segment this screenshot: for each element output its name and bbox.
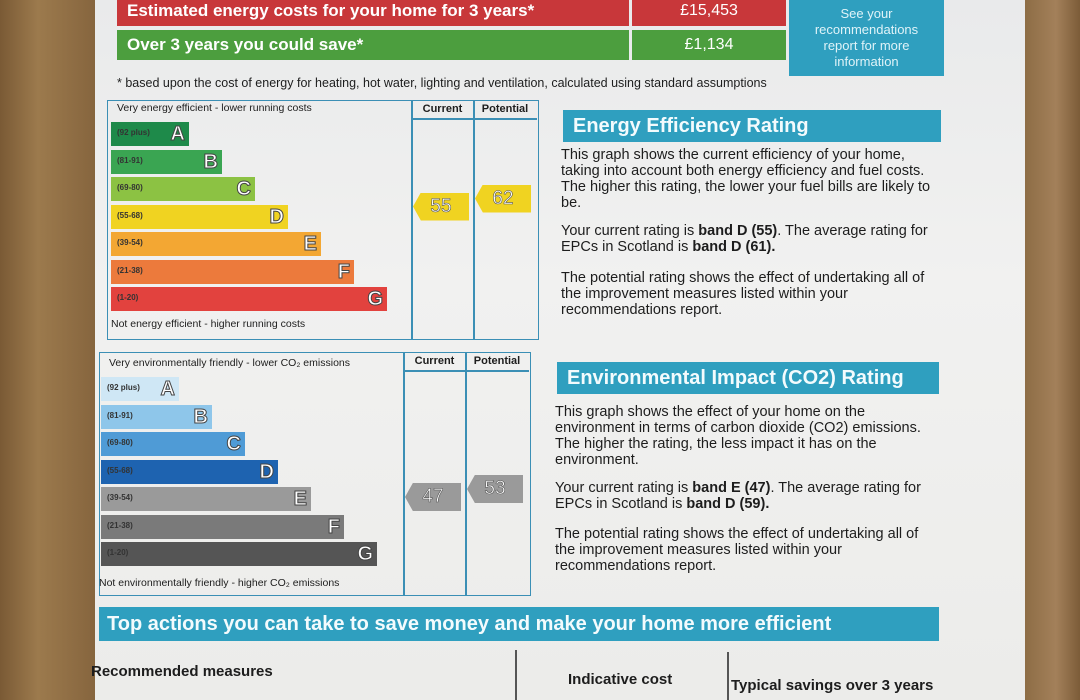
band-e: (39-54) E [111,232,321,256]
env-panel-text-1: This graph shows the effect of your home… [555,404,921,468]
energy-panel-text-1: This graph shows the current efficiency … [561,147,931,211]
band-range: (39-54) [117,238,143,247]
band-letter: F [327,515,340,538]
energy-header-divider [411,118,537,120]
band-f: (21-38) F [101,514,344,539]
energy-potential-rating: 62 [475,184,531,213]
env-potential-rating: 53 [467,475,523,503]
env-current-divider [403,352,405,596]
band-letter: E [293,488,307,511]
energy-current-rating: 55 [413,192,469,221]
energy-potential-divider [473,100,475,340]
band-range: (1-20) [117,293,139,302]
typical-savings-header: Typical savings over 3 years [731,677,934,694]
env-header-divider [403,370,529,372]
see-recommendations-box: See your recommendations report for more… [789,0,944,76]
band-range: (81-91) [107,410,133,420]
environmental-rating-chart [99,352,531,596]
band-letter: D [269,205,284,228]
actions-divider-2 [727,652,729,700]
indicative-cost-header: Indicative cost [568,671,673,688]
band-range: (39-54) [107,493,133,502]
estimated-costs-label: Estimated energy costs for your home for… [117,0,629,26]
wood-background-left [0,0,95,700]
band-range: (69-80) [117,183,143,192]
band-range: (21-38) [107,520,133,530]
band-f: (21-38) F [111,259,354,284]
energy-bottom-note: Not energy efficient - higher running co… [111,318,306,330]
epc-document-page: Estimated energy costs for your home for… [91,0,1025,700]
band-letter: G [357,543,374,566]
band-range: (69-80) [107,438,133,447]
band-range: (1-20) [107,548,129,557]
env-panel-text-3: The potential rating shows the effect of… [555,526,919,574]
env-potential-header: Potential [473,355,521,367]
energy-rating-chart [107,100,539,340]
energy-top-note: Very energy efficient - lower running co… [117,102,312,114]
band-c: (69-80) C [111,177,255,201]
band-e: (39-54) E [101,487,311,511]
top-actions-title: Top actions you can take to save money a… [99,607,939,641]
energy-potential-header: Potential [481,103,529,115]
band-d: (55-68) D [111,204,288,229]
band-letter: B [203,150,218,173]
env-top-note: Very environmentally friendly - lower CO… [109,357,350,369]
env-bottom-note: Not environmentally friendly - higher CO… [99,577,340,589]
recommended-measures-header: Recommended measures [91,663,273,680]
estimated-costs-value: £15,453 [632,0,786,26]
band-range: (55-68) [107,465,133,475]
energy-current-header: Current [422,103,463,115]
could-save-label: Over 3 years you could save* [117,30,629,60]
band-letter: F [337,260,350,283]
energy-panel-text-2: Your current rating is band D (55). The … [561,223,928,255]
energy-current-divider [411,100,413,340]
band-b: (81-91) B [111,149,222,174]
band-a: (92 plus) A [111,122,189,146]
energy-panel-text-3: The potential rating shows the effect of… [561,270,925,318]
energy-panel-title: Energy Efficiency Rating [563,110,941,142]
band-range: (92 plus) [117,128,150,137]
band-letter: C [226,433,241,456]
band-g: (1-20) G [101,542,377,566]
band-d: (55-68) D [101,459,278,484]
wood-background-right [1020,0,1080,700]
band-g: (1-20) G [111,287,387,311]
band-c: (69-80) C [101,432,245,456]
could-save-value: £1,134 [632,30,786,60]
actions-divider-1 [515,650,517,700]
env-current-header: Current [414,355,455,367]
band-letter: G [367,288,384,311]
band-letter: A [160,378,175,401]
cost-footnote: * based upon the cost of energy for heat… [117,76,767,90]
band-b: (81-91) B [101,404,212,429]
band-a: (92 plus) A [101,377,179,401]
band-letter: E [303,233,317,256]
env-panel-title: Environmental Impact (CO2) Rating [557,362,939,394]
band-range: (81-91) [117,155,143,165]
band-letter: A [170,123,185,146]
env-current-rating: 47 [405,483,461,511]
band-range: (21-38) [117,265,143,275]
band-letter: B [193,405,208,428]
band-letter: D [259,460,274,483]
band-range: (92 plus) [107,383,140,392]
band-range: (55-68) [117,210,143,220]
env-potential-divider [465,352,467,596]
band-letter: C [236,178,251,201]
env-panel-text-2: Your current rating is band E (47). The … [555,480,921,512]
